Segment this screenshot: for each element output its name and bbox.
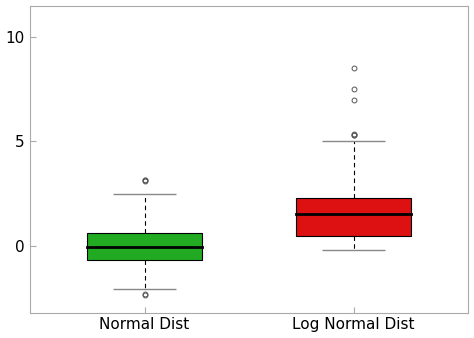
Bar (87, 233, 202, 260)
Bar (296, 198, 411, 236)
